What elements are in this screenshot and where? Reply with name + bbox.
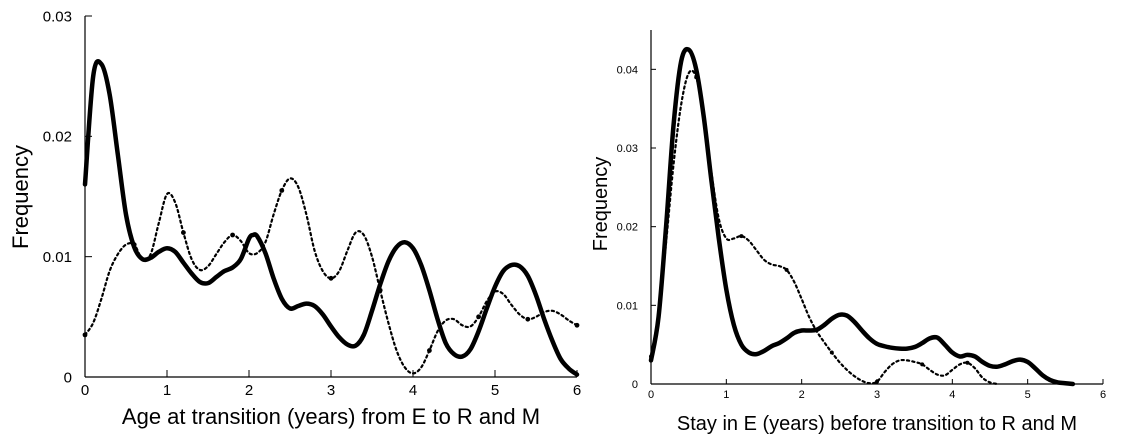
chart-left-dotted-series-point xyxy=(525,316,531,322)
chart-left-dotted-series-point xyxy=(574,322,580,328)
chart-left-y-tick-label: 0.01 xyxy=(43,249,72,266)
chart-right-y-tick-label: 0 xyxy=(632,379,638,391)
chart-right-dotted-series-point xyxy=(920,362,925,367)
chart-right-dotted-series-line xyxy=(649,69,999,386)
chart-right-y-tick-label: 0.04 xyxy=(617,64,638,76)
chart-left-x-tick-label: 4 xyxy=(409,382,417,399)
chart-left-dotted-series-point xyxy=(181,230,186,236)
chart-right-y-tick-label: 0.03 xyxy=(617,143,638,155)
chart-right-x-tick-label: 6 xyxy=(1100,389,1106,401)
chart-right-series xyxy=(648,46,1076,387)
chart-left-age-at-transition: 0 1 2 3 4 5 6 0 0.01 0.02 0.03 Age at transition (… xyxy=(8,8,581,429)
chart-left-dotted-series-point xyxy=(476,314,481,320)
chart-left-series xyxy=(82,59,580,377)
chart-left-y-tick-label: 0.03 xyxy=(43,8,72,25)
chart-left-x-tick-label: 5 xyxy=(491,382,499,399)
chart-left-solid-series-line xyxy=(82,59,580,377)
chart-right-x-tick-label: 0 xyxy=(648,389,654,401)
chart-right-x-tick-label: 1 xyxy=(723,389,729,401)
chart-left-ticks: 0 1 2 3 4 5 6 0 0.01 0.02 0.03 xyxy=(43,8,581,399)
chart-left-x-axis-label: Age at transition (years) from E to R an… xyxy=(122,404,540,429)
chart-right-x-tick-label: 2 xyxy=(799,389,805,401)
chart-right-y-tick-label: 0.02 xyxy=(617,222,638,234)
chart-left-dotted-series-point xyxy=(427,348,432,353)
chart-right-dotted-series-point xyxy=(965,360,970,365)
chart-left-y-axis-label: Frequency xyxy=(8,145,33,249)
chart-right-x-tick-label: 3 xyxy=(874,389,880,401)
chart-left-x-tick-label: 2 xyxy=(245,382,253,399)
chart-right-ticks: 0 1 2 3 4 5 6 0 0.01 0.02 0.03 0.04 xyxy=(617,64,1106,401)
chart-right-dotted-series-point xyxy=(739,234,744,239)
chart-right-y-axis-label: Frequency xyxy=(590,157,612,252)
chart-right-y-tick-label: 0.01 xyxy=(617,300,638,312)
chart-left-x-tick-label: 6 xyxy=(573,382,581,399)
chart-left-y-tick-label: 0.02 xyxy=(43,129,72,146)
chart-right-solid-series-line xyxy=(648,46,1076,387)
chart-left-dotted-series-point xyxy=(279,188,285,193)
chart-right-x-axis-label: Stay in E (years) before transition to R… xyxy=(677,413,1077,435)
chart-right-axes xyxy=(650,30,1103,385)
chart-left-x-tick-label: 0 xyxy=(81,382,89,399)
chart-right-x-tick-label: 4 xyxy=(949,389,955,401)
chart-left-x-tick-label: 3 xyxy=(327,382,335,399)
chart-left-dotted-series-point xyxy=(82,332,88,338)
chart-left-dotted-series-point xyxy=(230,232,236,238)
chart-left-y-tick-label: 0 xyxy=(64,369,72,386)
chart-right-stay-in-e: 0 1 2 3 4 5 6 0 0.01 0.02 0.03 0.04 Stay in E (year… xyxy=(590,30,1106,435)
chart-left-x-tick-label: 1 xyxy=(163,382,171,399)
chart-right-dotted-series-point xyxy=(829,350,834,355)
chart-left-dotted-series-point xyxy=(328,275,334,281)
chart-right-dotted-series-point xyxy=(784,267,789,272)
chart-right-x-tick-label: 5 xyxy=(1025,389,1031,401)
chart-left-dotted-series-line xyxy=(83,177,579,375)
